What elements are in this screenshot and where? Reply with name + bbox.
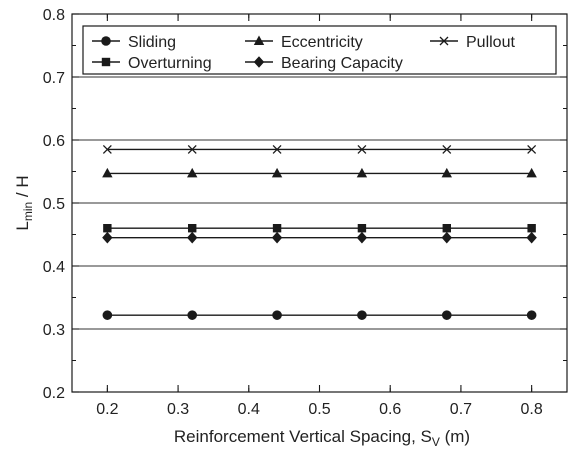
legend-marker-overturning xyxy=(101,57,111,67)
y-tick-label: 0.7 xyxy=(43,70,65,87)
legend: Sliding Overturning Eccentricity Bearing Ca… xyxy=(82,25,557,75)
data-point-sliding xyxy=(272,310,282,320)
y-axis-title-main: L xyxy=(13,221,32,230)
legend-item-bearing-capacity: Bearing Capacity xyxy=(245,55,403,72)
x-tick-label: 0.6 xyxy=(379,401,401,418)
data-point-bearing-capacity xyxy=(441,231,452,244)
grid-lines xyxy=(72,76,567,330)
data-point-bearing-capacity xyxy=(102,231,113,244)
x-axis-title: Reinforcement Vertical Spacing, SV (m) xyxy=(174,427,470,449)
data-point-bearing-capacity xyxy=(271,231,283,244)
data-point-bearing-capacity xyxy=(356,231,368,244)
data-point-pullout xyxy=(442,144,452,154)
series-overturning xyxy=(103,224,536,233)
legend-label-bearing-capacity: Bearing Capacity xyxy=(281,55,403,72)
data-point-bearing-capacity xyxy=(526,231,537,244)
x-tick-label: 0.4 xyxy=(238,401,260,418)
legend-marker-eccentricity xyxy=(253,35,265,45)
legend-marker-sliding xyxy=(101,36,111,46)
y-tick-label: 0.3 xyxy=(43,322,65,339)
legend-items: Sliding Overturning Eccentricity Bearing Ca… xyxy=(92,34,515,72)
legend-item-eccentricity: Eccentricity xyxy=(245,34,363,51)
series-bearing-capacity xyxy=(102,231,537,244)
data-point-overturning xyxy=(272,224,282,233)
x-tick-label: 0.5 xyxy=(308,401,330,418)
series-pullout xyxy=(102,144,537,154)
data-point-eccentricity xyxy=(356,167,368,178)
x-tick-label: 0.2 xyxy=(96,401,118,418)
data-point-pullout xyxy=(357,144,367,154)
series-sliding xyxy=(102,310,537,320)
legend-label-eccentricity: Eccentricity xyxy=(281,34,363,51)
data-point-overturning xyxy=(103,224,112,233)
series-layer xyxy=(102,144,537,320)
legend-marker-pullout xyxy=(439,36,449,46)
data-point-sliding xyxy=(102,310,113,320)
data-point-overturning xyxy=(527,224,536,233)
legend-marker-bearing-capacity xyxy=(253,56,265,68)
x-axis-title-subscript: V xyxy=(432,435,440,449)
x-axis-title-suffix: (m) xyxy=(440,427,470,446)
data-point-pullout xyxy=(102,144,112,154)
data-point-eccentricity xyxy=(526,167,537,178)
y-tick-label: 0.5 xyxy=(43,196,65,213)
tick-layer: 0.2 0.3 0.4 0.5 0.6 0.7 0.8 0.2 0.3 0.4 0.5 0.6 0.7 0… xyxy=(43,7,567,418)
x-tick-label: 0.3 xyxy=(167,401,189,418)
x-axis-title-main: Reinforcement Vertical Spacing, S xyxy=(174,427,432,446)
data-point-overturning xyxy=(188,224,197,233)
data-point-eccentricity xyxy=(441,167,452,178)
legend-label-overturning: Overturning xyxy=(128,55,212,72)
data-point-eccentricity xyxy=(187,167,198,178)
data-point-eccentricity xyxy=(271,167,283,178)
data-point-overturning xyxy=(442,224,451,233)
y-axis-title-suffix: / H xyxy=(13,175,32,201)
data-point-overturning xyxy=(357,224,367,233)
data-point-pullout xyxy=(527,144,537,154)
series-eccentricity xyxy=(102,167,537,178)
y-tick-label: 0.6 xyxy=(43,133,65,150)
data-point-pullout xyxy=(187,144,197,154)
data-point-sliding xyxy=(441,310,452,320)
x-tick-label: 0.8 xyxy=(521,401,543,418)
legend-item-overturning: Overturning xyxy=(92,55,212,72)
y-tick-label: 0.8 xyxy=(43,7,65,24)
x-tick-label: 0.7 xyxy=(450,401,472,418)
legend-box xyxy=(82,25,557,75)
data-point-bearing-capacity xyxy=(187,231,198,244)
data-point-sliding xyxy=(526,310,537,320)
data-point-sliding xyxy=(357,310,367,320)
legend-item-pullout: Pullout xyxy=(430,34,515,51)
legend-label-sliding: Sliding xyxy=(128,34,176,51)
y-tick-label: 0.4 xyxy=(43,259,65,276)
y-axis-title: Lmin / H xyxy=(13,175,35,230)
data-point-pullout xyxy=(272,144,282,154)
legend-item-sliding: Sliding xyxy=(92,34,176,51)
legend-label-pullout: Pullout xyxy=(466,34,515,51)
y-tick-label: 0.2 xyxy=(43,385,65,402)
data-point-sliding xyxy=(187,310,198,320)
y-axis-title-subscript: min xyxy=(21,202,35,221)
data-point-eccentricity xyxy=(102,167,113,178)
